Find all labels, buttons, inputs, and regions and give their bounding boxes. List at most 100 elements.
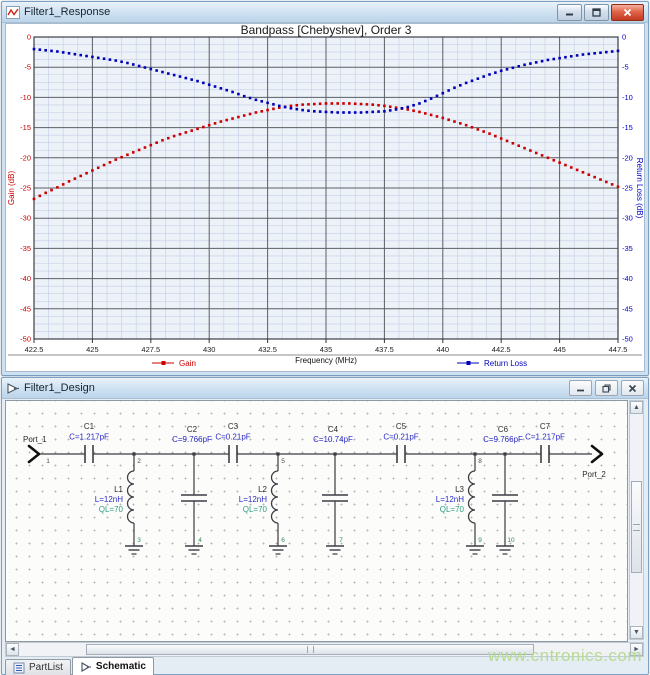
svg-text:C2: C2 — [187, 425, 198, 434]
response-titlebar[interactable]: Filter1_Response — [2, 2, 648, 23]
port-2[interactable]: Port_2 — [582, 444, 606, 479]
horizontal-scrollbar-thumb[interactable] — [86, 644, 534, 655]
close-button[interactable] — [611, 3, 644, 21]
scroll-up-button[interactable]: ▲ — [630, 401, 643, 414]
minimize-button[interactable] — [569, 380, 592, 396]
svg-text:C=1.217pF: C=1.217pF — [69, 433, 109, 442]
svg-text:435: 435 — [320, 345, 333, 354]
legend-item-return-loss: Return Loss — [457, 359, 527, 368]
svg-text:-35: -35 — [20, 244, 31, 253]
tab-partlist-label: PartList — [29, 662, 63, 673]
svg-text:L2: L2 — [258, 485, 267, 494]
svg-text:432.5: 432.5 — [258, 345, 277, 354]
component-c4[interactable]: C4C=10.74pF 7 — [313, 425, 353, 555]
svg-text:-25: -25 — [20, 184, 31, 193]
svg-text:C7: C7 — [540, 422, 551, 431]
scroll-right-button[interactable]: ► — [630, 643, 643, 656]
design-titlebar[interactable]: Filter1_Design — [2, 378, 648, 399]
component-c7[interactable]: C7 C=1.217pF — [525, 422, 565, 463]
svg-text:8: 8 — [478, 458, 482, 465]
svg-text:10: 10 — [507, 537, 515, 544]
svg-text:-35: -35 — [622, 244, 633, 253]
pointer-icon — [7, 382, 19, 394]
svg-text:1: 1 — [46, 458, 50, 465]
component-c2[interactable]: C2C=9.766pF 4 — [172, 425, 212, 555]
restore-button[interactable] — [595, 380, 618, 396]
svg-text:-40: -40 — [20, 274, 31, 283]
svg-text:9: 9 — [478, 537, 482, 544]
schematic-pointer-icon — [81, 661, 91, 672]
series-return-loss — [32, 47, 620, 114]
svg-text:0: 0 — [27, 33, 31, 42]
component-c1[interactable]: C1 C=1.217pF — [69, 422, 109, 463]
response-window: Filter1_Response Bandpass [Chebyshev], O… — [1, 1, 649, 376]
svg-text:L3: L3 — [455, 485, 464, 494]
scroll-left-button[interactable]: ◄ — [6, 643, 19, 656]
tab-schematic[interactable]: Schematic — [71, 657, 154, 675]
schematic-canvas[interactable]: Port_1 1 Port_2 C1 C=1.217pF C3 C=0.21pF C5 C=0.… — [5, 400, 628, 642]
component-c3[interactable]: C3 C=0.21pF — [215, 422, 251, 463]
svg-text:-45: -45 — [20, 304, 31, 313]
svg-text:-15: -15 — [20, 123, 31, 132]
watermark: www.cntronics.com — [488, 646, 642, 665]
svg-text:6: 6 — [281, 537, 285, 544]
maximize-icon — [592, 7, 601, 17]
svg-text:Port_2: Port_2 — [582, 470, 606, 479]
response-window-title: Filter1_Response — [24, 6, 111, 18]
tab-partlist[interactable]: PartList — [5, 659, 71, 675]
svg-text:C6: C6 — [498, 425, 509, 434]
minimize-button[interactable] — [557, 3, 582, 21]
svg-text:Gain (dB): Gain (dB) — [7, 171, 16, 206]
scroll-down-button[interactable]: ▼ — [630, 626, 643, 639]
svg-text:0: 0 — [622, 33, 626, 42]
chart-gridlines — [33, 36, 619, 340]
svg-text:-5: -5 — [622, 63, 629, 72]
svg-text:3: 3 — [137, 537, 141, 544]
component-c5[interactable]: C5 C=0.21pF — [383, 422, 419, 463]
svg-text:7: 7 — [339, 537, 343, 544]
svg-text:C=9.766pF: C=9.766pF — [172, 435, 212, 444]
vertical-scrollbar[interactable]: ▲ ▼ — [629, 400, 644, 640]
schematic-drawing[interactable]: Port_1 1 Port_2 C1 C=1.217pF C3 C=0.21pF C5 C=0.… — [6, 401, 625, 639]
minimize-icon — [566, 13, 573, 15]
svg-text:5: 5 — [281, 458, 285, 465]
svg-text:-50: -50 — [622, 335, 633, 344]
svg-text:Bandpass [Chebyshev], Order 3: Bandpass [Chebyshev], Order 3 — [241, 24, 412, 37]
tab-schematic-label: Schematic — [95, 661, 146, 672]
svg-text:-15: -15 — [622, 123, 633, 132]
horizontal-scrollbar[interactable]: ◄ ► — [5, 642, 644, 657]
bottom-tab-bar: PartList Schematic — [5, 657, 155, 675]
svg-text:430: 430 — [203, 345, 216, 354]
series-gain — [32, 102, 620, 201]
svg-text:Frequency (MHz): Frequency (MHz) — [295, 356, 357, 365]
close-icon — [628, 384, 637, 392]
legend-item-gain: Gain — [152, 359, 196, 368]
svg-text:427.5: 427.5 — [141, 345, 160, 354]
svg-text:4: 4 — [198, 537, 202, 544]
svg-text:C=10.74pF: C=10.74pF — [313, 435, 353, 444]
svg-text:-25: -25 — [622, 184, 633, 193]
svg-text:QL=70: QL=70 — [243, 505, 268, 514]
response-chart[interactable]: Bandpass [Chebyshev], Order 3 0 0 -5 -5 -10 -1… — [6, 23, 644, 371]
svg-text:QL=70: QL=70 — [440, 505, 465, 514]
svg-text:QL=70: QL=70 — [99, 505, 124, 514]
svg-text:Return Loss: Return Loss — [484, 359, 527, 368]
svg-text:-30: -30 — [20, 214, 31, 223]
maximize-button[interactable] — [584, 3, 609, 21]
svg-text:L=12nH: L=12nH — [436, 495, 464, 504]
port-1[interactable]: Port_1 1 — [23, 435, 50, 465]
svg-text:-50: -50 — [20, 335, 31, 344]
svg-text:-30: -30 — [622, 214, 633, 223]
vertical-scrollbar-thumb[interactable] — [631, 481, 642, 573]
close-button[interactable] — [621, 380, 644, 396]
svg-text:-5: -5 — [24, 63, 31, 72]
component-c6[interactable]: C6C=9.766pF 10 — [483, 425, 523, 555]
svg-text:L=12nH: L=12nH — [239, 495, 267, 504]
svg-text:C=1.217pF: C=1.217pF — [525, 433, 565, 442]
svg-text:-10: -10 — [622, 93, 633, 102]
svg-text:445: 445 — [553, 345, 566, 354]
